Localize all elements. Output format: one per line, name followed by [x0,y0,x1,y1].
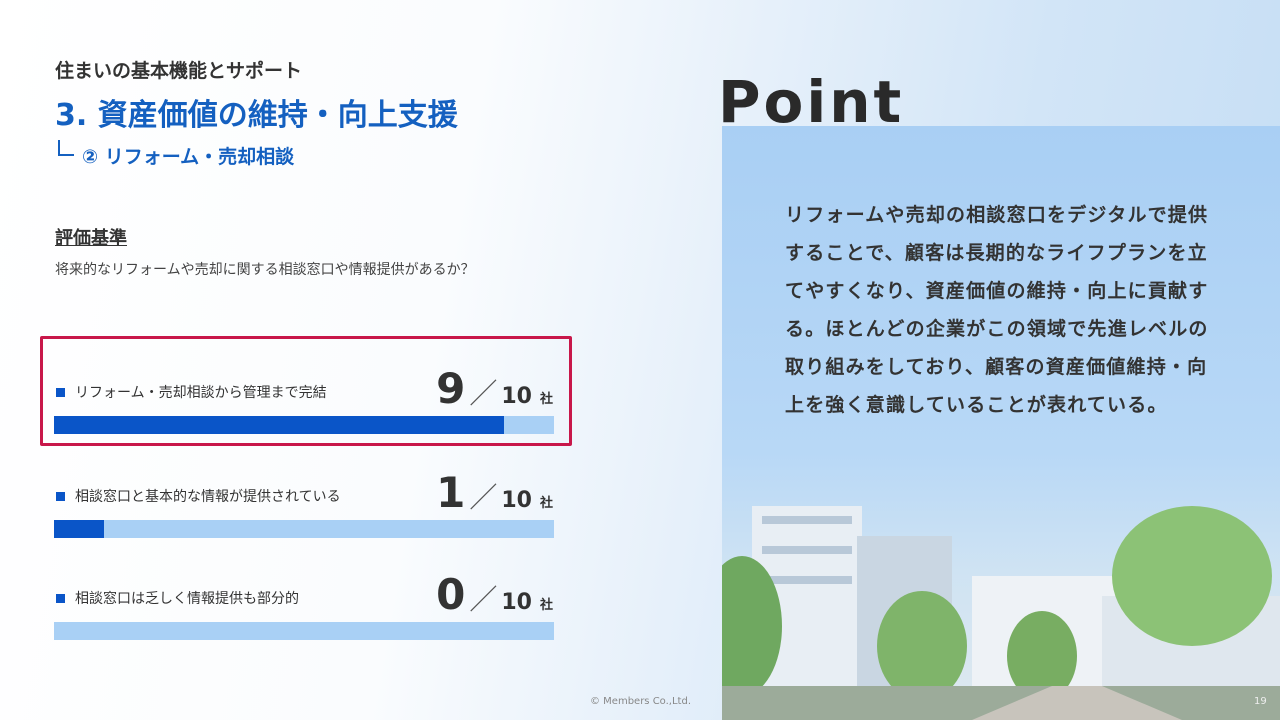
score-count: 1 [436,468,466,517]
bullet [56,593,65,603]
bar [54,520,104,538]
score-unit: 社 [539,392,553,407]
town-illustration [722,506,1280,720]
score-unit: 社 [539,496,553,511]
bar-track [54,416,554,434]
category: 住まいの基本機能とサポート [55,60,303,82]
item-label-row: リフォーム・売却相談から管理まで完結 [56,382,327,402]
score: 9 ／ 10 社 [436,364,553,413]
score-total: 10 [501,384,532,409]
bar [54,416,504,434]
point-panel [722,126,1280,720]
item-label: 相談窓口は乏しく情報提供も部分的 [75,591,299,607]
bullet [56,491,65,501]
point-title: Point [718,68,905,136]
item-label: 相談窓口と基本的な情報が提供されている [75,489,341,505]
score-count: 0 [436,570,466,619]
corner-mark [58,140,74,156]
score-unit: 社 [539,598,553,613]
page-number: 19 [1254,696,1267,707]
score: 1 ／ 10 社 [436,468,553,517]
highlight-box [40,336,572,446]
item-label: リフォーム・売却相談から管理まで完結 [75,385,327,401]
title: 3. 資産価値の維持・向上支援 [55,98,458,133]
item-label-row: 相談窓口と基本的な情報が提供されている [56,486,341,506]
score-total: 10 [501,488,532,513]
copyright: © Members Co.,Ltd. [590,696,692,707]
bar-track [54,520,554,538]
bullet [56,387,65,397]
score-count: 9 [436,364,466,413]
point-body: リフォームや売却の相談窓口をデジタルで提供することで、顧客は長期的なライフプラン… [785,204,1209,416]
bar-track [54,622,554,640]
score-separator: ／ [469,583,498,616]
subtitle: ② リフォーム・売却相談 [82,146,295,168]
score-separator: ／ [469,377,498,410]
score-total: 10 [501,590,532,615]
criteria-heading: 評価基準 [55,228,127,249]
item-label-row: 相談窓口は乏しく情報提供も部分的 [56,588,299,608]
score-separator: ／ [469,481,498,514]
score: 0 ／ 10 社 [436,570,553,619]
criteria-question: 将来的なリフォームや売却に関する相談窓口や情報提供があるか？ [55,262,475,278]
